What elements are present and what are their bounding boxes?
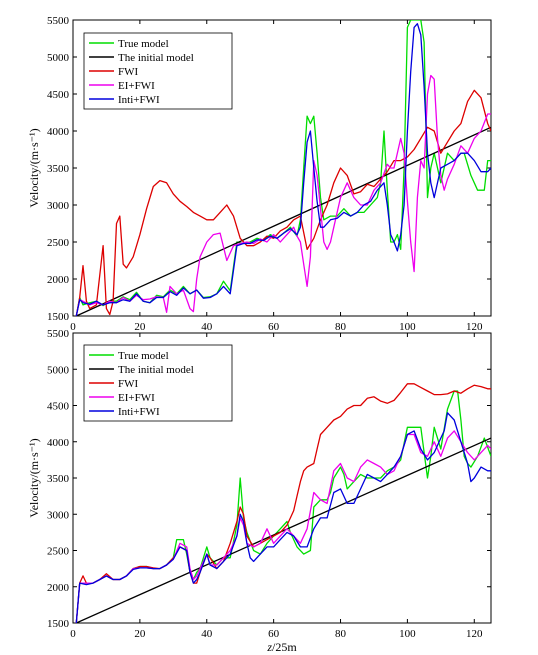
y-tick-label: 3500 <box>47 473 70 485</box>
x-tick-label: 80 <box>335 321 347 333</box>
y-tick-label: 2000 <box>47 274 70 286</box>
series-line <box>75 23 491 316</box>
x-tick-label: 60 <box>268 628 280 640</box>
y-tick-label: 4500 <box>47 401 70 413</box>
chart-panel-bottom: 0 20 40 60 80 100 120 1500 2000 2500 3000 3500 4000 4… <box>27 328 492 654</box>
x-tick-label: 100 <box>399 628 416 640</box>
x-tick-label: 120 <box>466 321 483 333</box>
series-line <box>75 412 491 623</box>
y-tick-label: 3000 <box>47 509 70 521</box>
y-tick-label: 4500 <box>47 89 70 101</box>
y-tick-label: 2500 <box>47 546 70 558</box>
y-tick-label: 5500 <box>47 328 70 340</box>
y-tick-label: 3000 <box>47 200 70 212</box>
x-tick-label: 80 <box>335 628 347 640</box>
y-axis-label: Velocity/(m·s⁻¹) <box>27 438 41 517</box>
chart-panel-top: 0 20 40 60 80 100 120 1500 2000 2500 3000 3500 4000 4… <box>27 15 492 333</box>
y-tick-label: 4000 <box>47 126 70 138</box>
x-tick-label: 120 <box>466 628 483 640</box>
y-tick-label: 5500 <box>47 15 70 27</box>
x-tick-label: 40 <box>201 628 213 640</box>
x-tick-label: 100 <box>399 321 416 333</box>
y-axis-label: Velocity/(m·s⁻¹) <box>27 128 41 207</box>
legend-label: The initial model <box>118 52 194 64</box>
series-line <box>75 89 491 316</box>
y-tick-label: 2500 <box>47 237 70 249</box>
x-tick-label: 20 <box>134 321 146 333</box>
y-tick-label: 3500 <box>47 163 70 175</box>
y-tick-label: 2000 <box>47 582 70 594</box>
x-tick-label: 60 <box>268 321 280 333</box>
legend-label: Inti+FWI <box>118 94 160 106</box>
x-tick-label: 0 <box>70 628 76 640</box>
legend-label: FWI <box>118 378 139 390</box>
series-line <box>76 126 491 316</box>
y-tick-label: 1500 <box>47 618 70 630</box>
legend-label: FWI <box>118 66 139 78</box>
y-tick-label: 5000 <box>47 364 70 376</box>
series-line <box>76 437 491 623</box>
x-tick-label: 0 <box>70 321 76 333</box>
x-tick-label: 40 <box>201 321 213 333</box>
y-tick-label: 5000 <box>47 52 70 64</box>
x-tick-label: 20 <box>134 628 146 640</box>
series-line <box>75 383 491 623</box>
x-axis-label: z/25m <box>266 640 297 654</box>
legend-label: The initial model <box>118 364 194 376</box>
y-tick-label: 4000 <box>47 437 70 449</box>
legend-label: EI+FWI <box>118 392 155 404</box>
legend-label: Inti+FWI <box>118 406 160 418</box>
y-tick-label: 1500 <box>47 311 70 323</box>
legend-label: EI+FWI <box>118 80 155 92</box>
legend-label: True model <box>118 38 169 50</box>
legend-label: True model <box>118 350 169 362</box>
